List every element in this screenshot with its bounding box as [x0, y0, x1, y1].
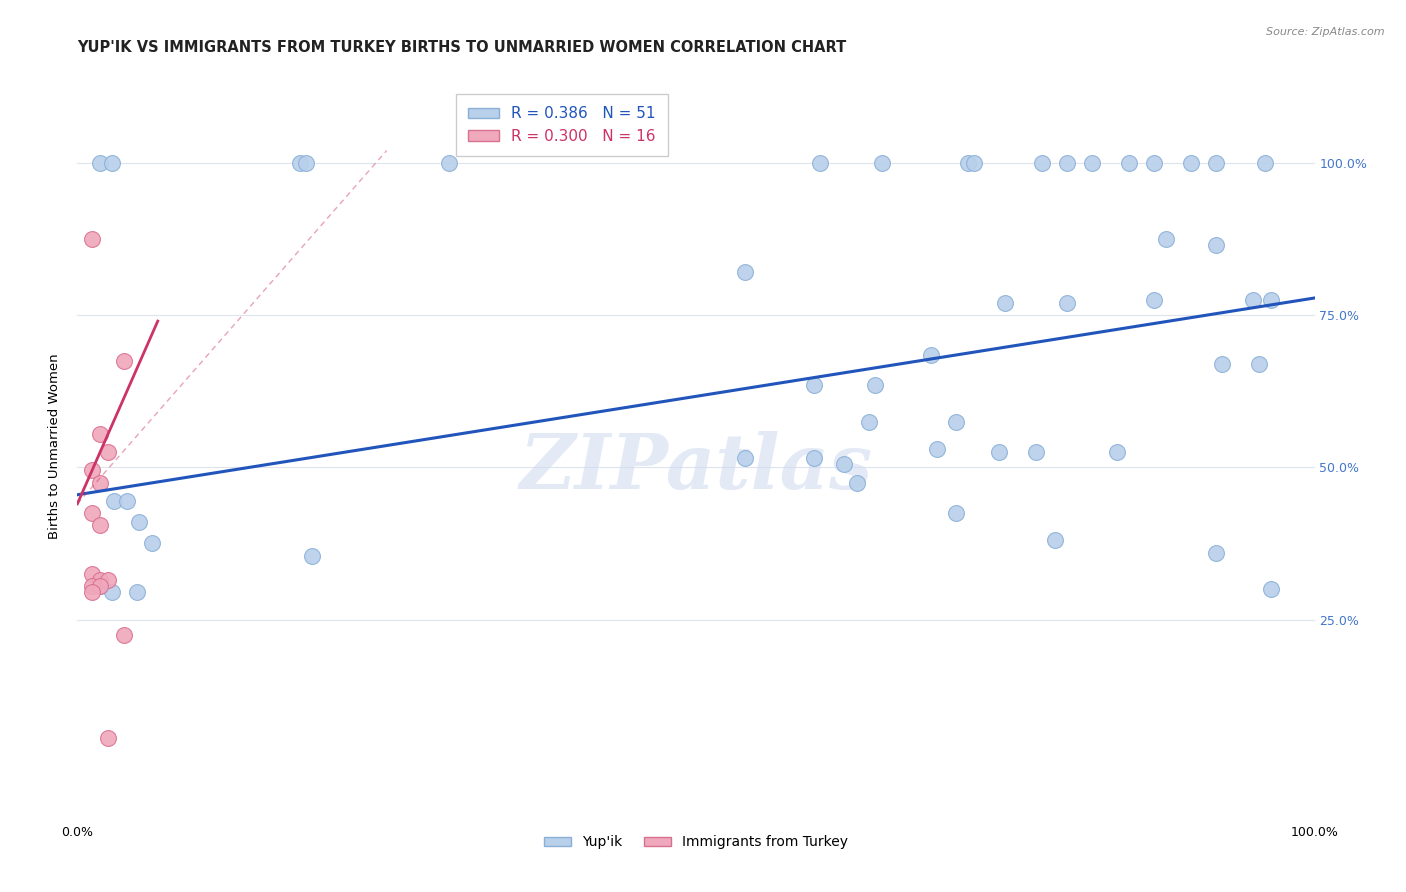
- Point: [82, 232, 104, 246]
- Point: [101, 155, 124, 169]
- Point: [89, 579, 111, 593]
- Point: [988, 445, 1011, 459]
- Point: [82, 566, 104, 581]
- Point: [1031, 155, 1053, 169]
- Point: [963, 155, 986, 169]
- Point: [858, 415, 880, 429]
- Point: [82, 463, 104, 477]
- Point: [1247, 357, 1270, 371]
- Point: [870, 155, 893, 169]
- Point: [803, 451, 825, 466]
- Point: [1118, 155, 1140, 169]
- Point: [865, 378, 887, 392]
- Point: [89, 426, 111, 441]
- Text: ZIPatlas: ZIPatlas: [519, 432, 873, 506]
- Point: [115, 493, 138, 508]
- Point: [1260, 582, 1282, 596]
- Point: [288, 155, 311, 169]
- Point: [1143, 293, 1166, 307]
- Point: [1241, 293, 1264, 307]
- Text: YUP'IK VS IMMIGRANTS FROM TURKEY BIRTHS TO UNMARRIED WOMEN CORRELATION CHART: YUP'IK VS IMMIGRANTS FROM TURKEY BIRTHS …: [77, 40, 846, 55]
- Point: [97, 731, 120, 746]
- Point: [89, 518, 111, 533]
- Point: [103, 493, 125, 508]
- Point: [1205, 155, 1227, 169]
- Point: [141, 536, 163, 550]
- Point: [945, 415, 967, 429]
- Point: [734, 265, 756, 279]
- Point: [927, 442, 949, 456]
- Point: [437, 155, 460, 169]
- Point: [920, 348, 942, 362]
- Point: [295, 155, 318, 169]
- Point: [808, 155, 831, 169]
- Point: [845, 475, 868, 490]
- Point: [1154, 232, 1177, 246]
- Point: [82, 585, 104, 599]
- Point: [1205, 546, 1227, 560]
- Point: [834, 457, 856, 471]
- Point: [89, 579, 111, 593]
- Point: [112, 628, 135, 642]
- Legend: Yup'ik, Immigrants from Turkey: Yup'ik, Immigrants from Turkey: [538, 830, 853, 855]
- Point: [1180, 155, 1202, 169]
- Point: [1056, 296, 1078, 310]
- Point: [1025, 445, 1047, 459]
- Point: [89, 155, 111, 169]
- Point: [957, 155, 980, 169]
- Y-axis label: Births to Unmarried Women: Births to Unmarried Women: [48, 353, 62, 539]
- Point: [97, 445, 120, 459]
- Point: [89, 573, 111, 587]
- Point: [1260, 293, 1282, 307]
- Point: [1081, 155, 1104, 169]
- Point: [101, 585, 124, 599]
- Point: [112, 353, 135, 368]
- Point: [734, 451, 756, 466]
- Point: [97, 573, 120, 587]
- Point: [82, 579, 104, 593]
- Point: [1056, 155, 1078, 169]
- Point: [1211, 357, 1233, 371]
- Point: [1105, 445, 1128, 459]
- Text: Source: ZipAtlas.com: Source: ZipAtlas.com: [1267, 27, 1385, 37]
- Point: [945, 506, 967, 520]
- Point: [1143, 155, 1166, 169]
- Point: [1043, 533, 1066, 548]
- Point: [89, 475, 111, 490]
- Point: [803, 378, 825, 392]
- Point: [301, 549, 323, 563]
- Point: [1205, 238, 1227, 252]
- Point: [128, 515, 150, 529]
- Point: [82, 506, 104, 520]
- Point: [125, 585, 148, 599]
- Point: [1254, 155, 1277, 169]
- Point: [994, 296, 1017, 310]
